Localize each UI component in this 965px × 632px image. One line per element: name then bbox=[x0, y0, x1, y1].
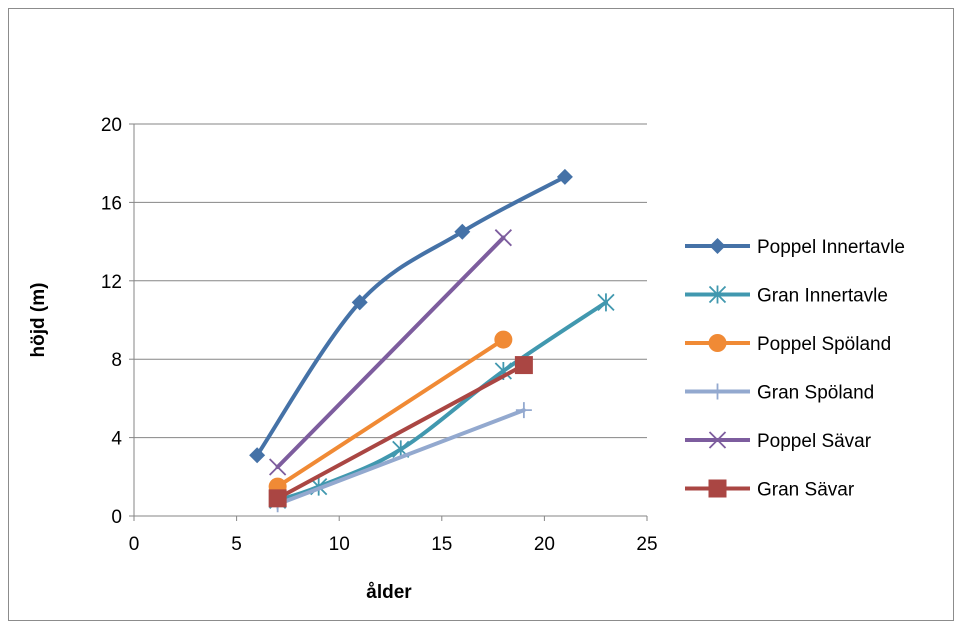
chart-frame bbox=[8, 8, 954, 621]
x-tick-label-2: 10 bbox=[329, 534, 350, 555]
data-point-0-2 bbox=[454, 223, 471, 240]
gridlines bbox=[134, 123, 647, 439]
data-point-1-4 bbox=[597, 293, 615, 312]
series-3 bbox=[269, 402, 532, 513]
series-group bbox=[249, 168, 615, 513]
legend-item-5: Gran Sävar bbox=[685, 479, 855, 501]
axes bbox=[129, 123, 648, 521]
y-tick-label-4: 16 bbox=[101, 193, 122, 214]
x-tick-label-0: 0 bbox=[129, 534, 140, 555]
series-line-0 bbox=[255, 174, 567, 458]
legend-label-2: Poppel Spöland bbox=[757, 334, 891, 355]
data-point-5-1 bbox=[514, 356, 533, 375]
series-2 bbox=[268, 330, 513, 496]
legend-label-1: Gran Innertavle bbox=[757, 286, 888, 307]
series-0 bbox=[249, 168, 573, 464]
legend-item-0: Poppel Innertavle bbox=[685, 237, 905, 258]
y-axis-title: höjd (m) bbox=[28, 283, 49, 358]
y-tick-label-2: 8 bbox=[111, 350, 122, 371]
legend-label-0: Poppel Innertavle bbox=[757, 237, 905, 258]
data-point-3-1 bbox=[515, 402, 532, 419]
x-tick-label-1: 5 bbox=[231, 534, 242, 555]
series-line-2 bbox=[275, 337, 506, 489]
x-tick-label-5: 25 bbox=[636, 534, 657, 555]
x-axis-title: ålder bbox=[366, 582, 412, 603]
y-tick-label-3: 12 bbox=[101, 272, 122, 293]
legend-item-3: Gran Spöland bbox=[685, 383, 874, 404]
data-point-0-0 bbox=[249, 447, 266, 464]
legend-marker-1 bbox=[708, 285, 727, 304]
data-point-5-0 bbox=[268, 489, 287, 508]
x-tick-label-4: 20 bbox=[534, 534, 555, 555]
legend-marker-0 bbox=[709, 238, 726, 254]
legend-label-3: Gran Spöland bbox=[757, 383, 874, 404]
legend-marker-3 bbox=[709, 383, 726, 400]
series-line-4 bbox=[275, 235, 506, 469]
series-5 bbox=[268, 356, 533, 508]
series-line-5 bbox=[275, 363, 526, 501]
tick-labels: 0 4 8 12 16 20 0 5 10 15 20 25 bbox=[101, 115, 658, 555]
data-point-0-1 bbox=[351, 294, 368, 311]
y-tick-label-1: 4 bbox=[111, 429, 122, 450]
legend-item-1: Gran Innertavle bbox=[685, 285, 888, 307]
x-tick-label-3: 15 bbox=[431, 534, 452, 555]
series-4 bbox=[269, 229, 512, 476]
legend-marker-4 bbox=[708, 431, 727, 449]
y-tick-label-0: 0 bbox=[111, 507, 122, 528]
y-tick-label-5: 20 bbox=[101, 115, 122, 136]
legend-item-2: Poppel Spöland bbox=[685, 334, 891, 355]
legend-marker-2 bbox=[708, 334, 727, 352]
legend-marker-5 bbox=[708, 479, 727, 498]
series-line-3 bbox=[275, 408, 526, 507]
legend-item-4: Poppel Sävar bbox=[685, 431, 872, 452]
legend-label-5: Gran Sävar bbox=[757, 480, 855, 501]
data-point-4-1 bbox=[494, 229, 512, 247]
legend: Poppel Innertavle Gran Innertavle Poppel S… bbox=[685, 237, 905, 501]
data-point-0-3 bbox=[556, 168, 573, 185]
legend-label-4: Poppel Sävar bbox=[757, 431, 872, 452]
data-point-2-1 bbox=[494, 330, 513, 349]
data-point-4-0 bbox=[269, 458, 287, 476]
